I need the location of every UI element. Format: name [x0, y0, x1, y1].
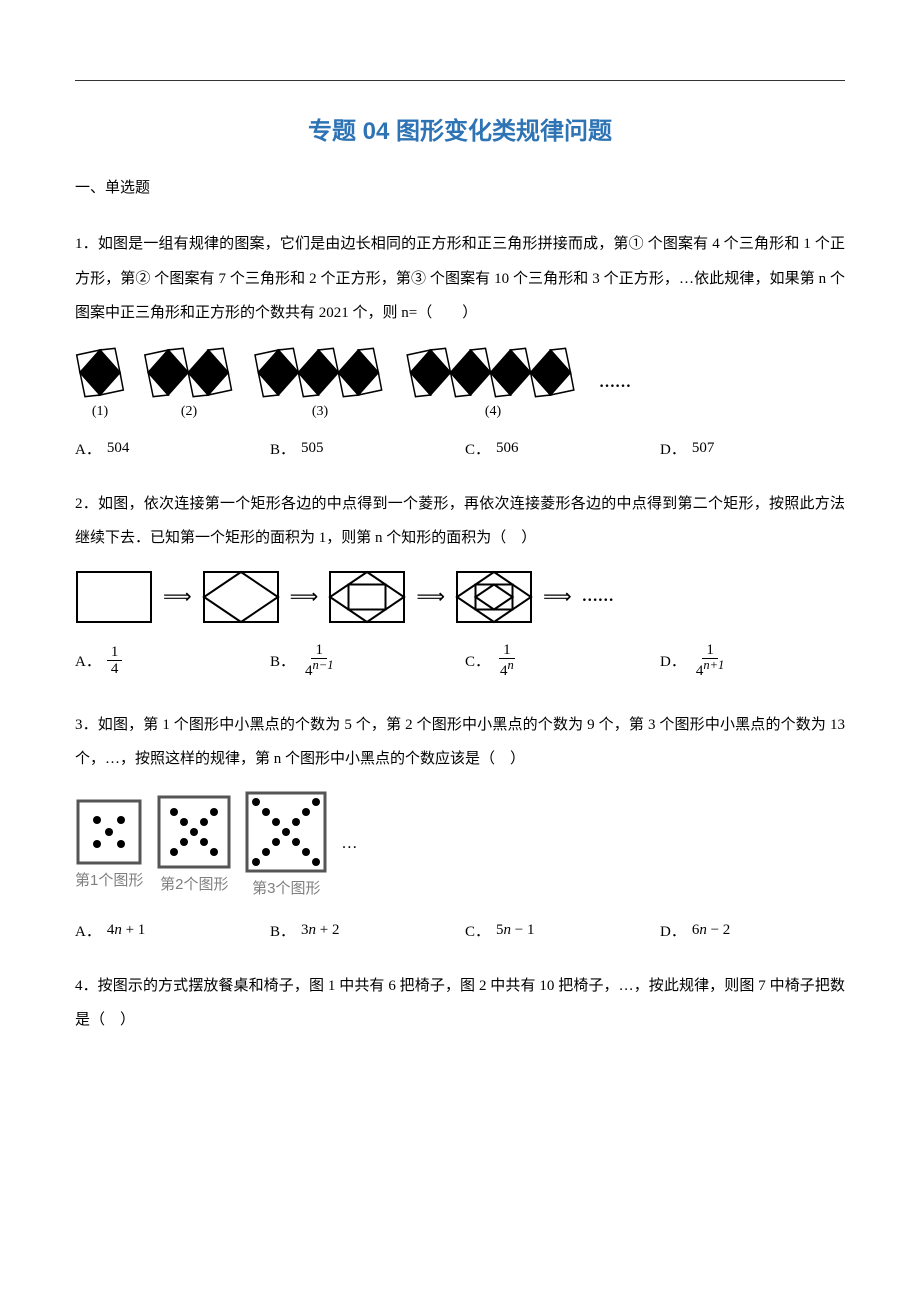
q3-fig1-label: 第1个图形 — [75, 869, 143, 890]
q1-opt-a: A．504 — [75, 438, 260, 459]
q1-figures: (1) — [75, 345, 845, 420]
q3-fig-2 — [157, 795, 231, 869]
q1-fig1-label: (1) — [92, 404, 108, 420]
q1-fig2-label: (2) — [181, 404, 197, 420]
top-rule — [75, 80, 845, 81]
q3-text: 3．如图，第 1 个图形中小黑点的个数为 5 个，第 2 个图形中小黑点的个数为… — [75, 708, 845, 777]
q1-ellipsis: …… — [599, 374, 631, 420]
section-heading: 一、单选题 — [75, 176, 845, 197]
q2-options: A． 14 B． 14n−1 C． 14n D． 14n+1 — [75, 642, 845, 680]
q3-opt-c: C．5n − 1 — [465, 920, 650, 941]
arrow-icon: ⟹ — [159, 584, 196, 609]
q3-options: A．4n + 1 B．3n + 2 C．5n − 1 D．6n − 2 — [75, 920, 845, 941]
q1-fig-1 — [75, 345, 125, 400]
q1-options: A．504 B．505 C．506 D．507 — [75, 438, 845, 459]
q2-opt-b: B． 14n−1 — [270, 642, 455, 680]
q1-opt-b: B．505 — [270, 438, 455, 459]
arrow-icon: ⟹ — [286, 584, 323, 609]
q2-fig-3 — [328, 570, 406, 624]
arrow-icon: ⟹ — [539, 584, 576, 609]
q2-opt-c: C． 14n — [465, 642, 650, 680]
q2-fig-2 — [202, 570, 280, 624]
q1-fig-3 — [253, 345, 387, 400]
q2-opt-d: D． 14n+1 — [660, 642, 845, 680]
q1-fig4-label: (4) — [485, 404, 501, 420]
q1-text: 1．如图是一组有规律的图案，它们是由边长相同的正方形和正三角形拼接而成，第① 个… — [75, 227, 845, 331]
q2-fig-1 — [75, 570, 153, 624]
q3-fig2-label: 第2个图形 — [160, 873, 228, 894]
q3-fig3-label: 第3个图形 — [252, 877, 320, 898]
q1-fig-4 — [405, 345, 581, 400]
q1-opt-d: D．507 — [660, 438, 845, 459]
q2-ellipsis: …… — [582, 588, 614, 606]
q2-figures: ⟹ ⟹ ⟹ ⟹ …… — [75, 570, 845, 624]
q1-fig3-label: (3) — [312, 404, 328, 420]
q3-figures: 第1个图形 第2个图形 — [75, 791, 845, 898]
q3-opt-b: B．3n + 2 — [270, 920, 455, 941]
q3-fig-3 — [245, 791, 327, 873]
q3-opt-a: A．4n + 1 — [75, 920, 260, 941]
page-title: 专题 04 图形变化类规律问题 — [75, 111, 845, 146]
q3-opt-d: D．6n − 2 — [660, 920, 845, 941]
arrow-icon: ⟹ — [412, 584, 449, 609]
q2-opt-a: A． 14 — [75, 642, 260, 680]
q2-fig-4 — [455, 570, 533, 624]
q1-opt-c: C．506 — [465, 438, 650, 459]
q3-fig-1 — [76, 799, 142, 865]
q3-ellipsis: … — [341, 835, 357, 853]
q4-text: 4．按图示的方式摆放餐桌和椅子，图 1 中共有 6 把椅子，图 2 中共有 10… — [75, 969, 845, 1038]
q1-fig-2 — [143, 345, 235, 400]
q2-text: 2．如图，依次连接第一个矩形各边的中点得到一个菱形，再依次连接菱形各边的中点得到… — [75, 487, 845, 556]
